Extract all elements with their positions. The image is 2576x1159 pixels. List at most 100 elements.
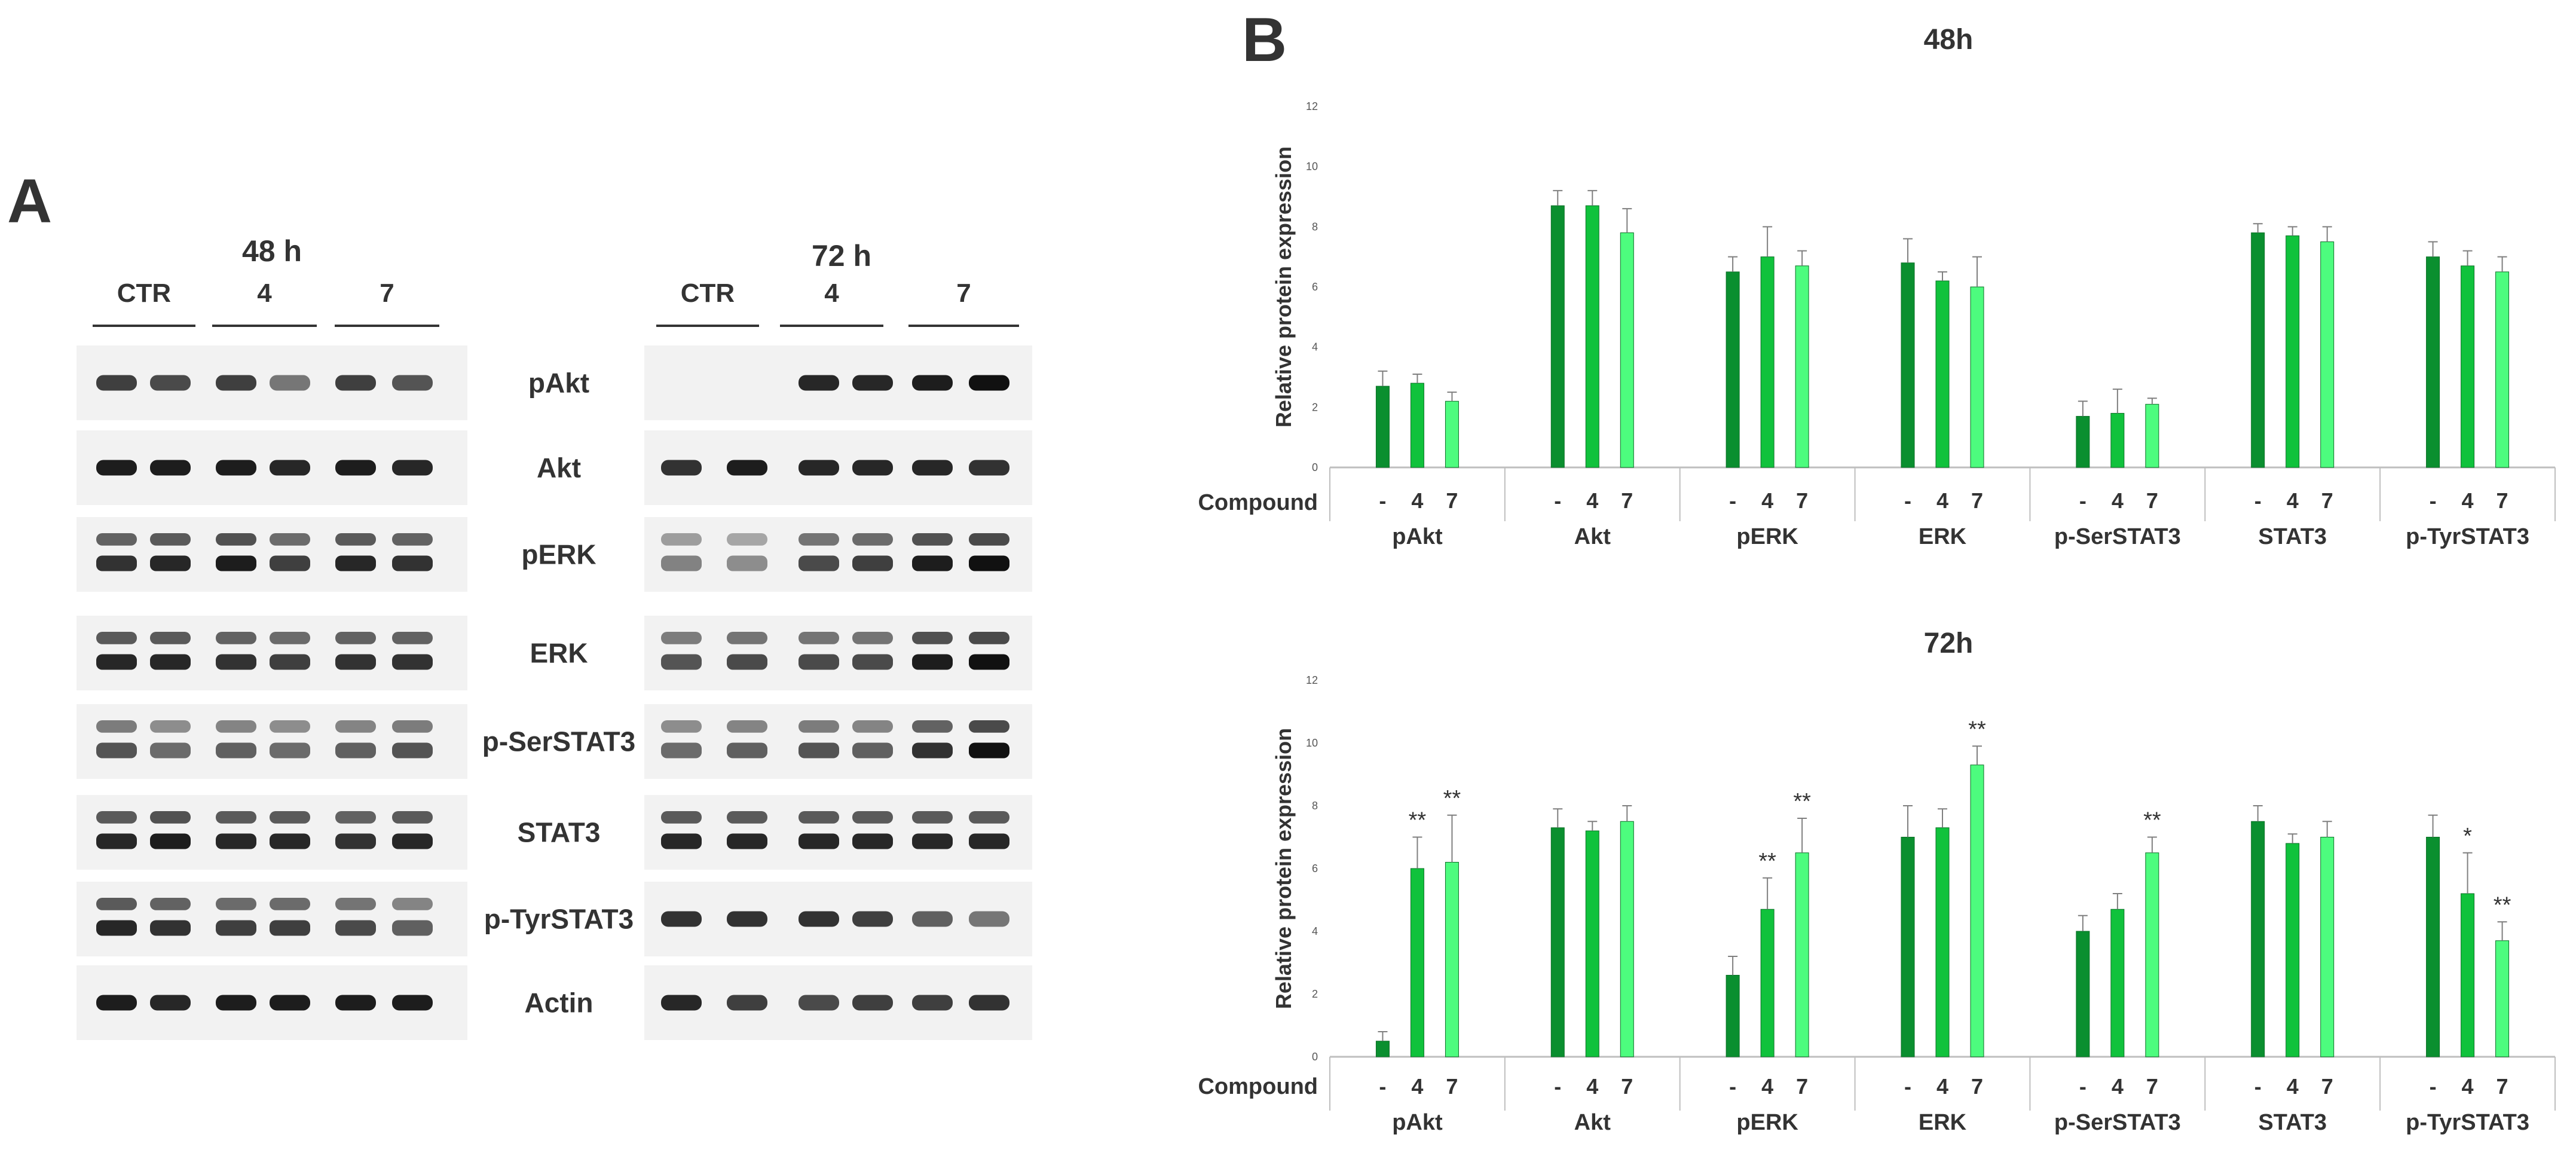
- blot-strip: [77, 616, 467, 690]
- blot-band: [661, 460, 702, 476]
- bar: [1550, 205, 1565, 468]
- blot-band: [216, 811, 256, 824]
- compound-tick-label: 4: [1411, 1074, 1423, 1099]
- compound-tick-label: 7: [1796, 488, 1808, 513]
- y-tick-label: 6: [1312, 281, 1318, 293]
- bar: [2251, 821, 2265, 1057]
- significance-marker: **: [1758, 849, 1776, 874]
- bar: [1935, 280, 1950, 468]
- y-tick-label: 10: [1306, 737, 1318, 749]
- blot-band: [150, 742, 191, 759]
- compound-tick-label: 4: [2287, 488, 2299, 513]
- blot-band: [661, 654, 702, 670]
- blot-band: [799, 833, 839, 849]
- blot-band: [96, 460, 137, 476]
- blot-band: [150, 920, 191, 936]
- blot-band: [727, 911, 767, 927]
- bar: [2320, 241, 2335, 468]
- y-axis-label: Relative protein expression: [1271, 146, 1296, 427]
- blot-group-label: CTR: [681, 279, 735, 308]
- blot-band: [392, 811, 433, 824]
- blot-band: [392, 720, 433, 733]
- bar: [1585, 205, 1599, 468]
- category-label: pERK: [1736, 1110, 1798, 1135]
- blot-band: [727, 654, 767, 670]
- blot-band: [270, 375, 310, 391]
- blot-row-label: ERK: [530, 638, 588, 669]
- blot-band: [912, 742, 953, 759]
- blot-band: [392, 375, 433, 391]
- significance-marker: **: [1409, 808, 1427, 833]
- blot-band: [150, 555, 191, 571]
- blot-band: [335, 555, 376, 571]
- compound-tick-label: -: [1379, 488, 1386, 513]
- blot-band: [96, 533, 137, 546]
- compound-tick-label: 4: [2112, 1074, 2124, 1099]
- blot-band: [96, 833, 137, 849]
- bar-charts: 48h 0 2 4 6 8 10 12 Relative protein expression C…: [1198, 24, 2556, 1135]
- compound-tick-label: 4: [1586, 488, 1598, 513]
- y-tick-label: 4: [1312, 341, 1318, 353]
- compound-tick-label: 4: [2462, 1074, 2474, 1099]
- bar: [2426, 837, 2440, 1057]
- compound-tick-label: 4: [1761, 488, 1773, 513]
- bar: [1550, 827, 1565, 1057]
- category-label: p-SerSTAT3: [2054, 1110, 2181, 1135]
- category-label: pAkt: [1392, 1110, 1443, 1135]
- bar: [2426, 256, 2440, 468]
- bar: [1795, 265, 1809, 468]
- blot-strip: [77, 517, 467, 592]
- compound-tick-label: 4: [1586, 1074, 1598, 1099]
- blot-band: [392, 533, 433, 546]
- blot-band: [912, 533, 953, 546]
- blot-band: [392, 460, 433, 476]
- blot-band: [216, 720, 256, 733]
- blot-band: [335, 533, 376, 546]
- blot-row-label: pAkt: [528, 368, 589, 399]
- blot-band: [727, 833, 767, 849]
- y-tick-label: 2: [1312, 401, 1318, 413]
- blot-band: [150, 720, 191, 733]
- y-tick-label: 10: [1306, 161, 1318, 173]
- blot-band: [912, 720, 953, 733]
- bar: [1726, 271, 1740, 468]
- y-tick-label: 8: [1312, 800, 1318, 812]
- blot-band: [969, 632, 1009, 644]
- compound-tick-label: 7: [1621, 488, 1633, 513]
- blot-band: [335, 811, 376, 824]
- blot-band: [216, 920, 256, 936]
- blot-band: [727, 533, 767, 546]
- y-tick-label: 4: [1312, 925, 1318, 937]
- blot-72h: 72 h CTR 4 7: [644, 239, 1032, 1040]
- compound-tick-label: 4: [1411, 488, 1423, 513]
- blot-band: [392, 995, 433, 1011]
- y-tick-label: 8: [1312, 221, 1318, 233]
- blot-band: [270, 460, 310, 476]
- chart-48h: 48h 0 2 4 6 8 10 12 Relative protein expression C…: [1198, 24, 2556, 549]
- y-tick-label: 2: [1312, 988, 1318, 1000]
- blot-row-label: p-SerSTAT3: [482, 726, 635, 757]
- chart-title: 72h: [1924, 628, 1974, 659]
- blot-group-label: 7: [380, 279, 394, 308]
- blot-band: [969, 995, 1009, 1011]
- blot-band: [969, 375, 1009, 391]
- blot-band: [912, 811, 953, 824]
- blot-band: [150, 833, 191, 849]
- blot-band: [852, 995, 893, 1011]
- compound-tick-label: 7: [2321, 1074, 2333, 1099]
- blot-band: [335, 995, 376, 1011]
- blot-strip: [644, 616, 1032, 690]
- compound-tick-label: 7: [2146, 488, 2158, 513]
- blot-band: [912, 555, 953, 571]
- blot-group-label: 4: [257, 279, 272, 308]
- blot-band: [392, 833, 433, 849]
- blot-band: [392, 654, 433, 670]
- compound-tick-label: 7: [1971, 1074, 1983, 1099]
- blot-band: [216, 654, 256, 670]
- compound-label: Compound: [1198, 1074, 1318, 1099]
- blot-band: [661, 533, 702, 546]
- bar: [1901, 837, 1915, 1057]
- blot-band: [270, 995, 310, 1011]
- blot-band: [912, 995, 953, 1011]
- blot-band: [216, 555, 256, 571]
